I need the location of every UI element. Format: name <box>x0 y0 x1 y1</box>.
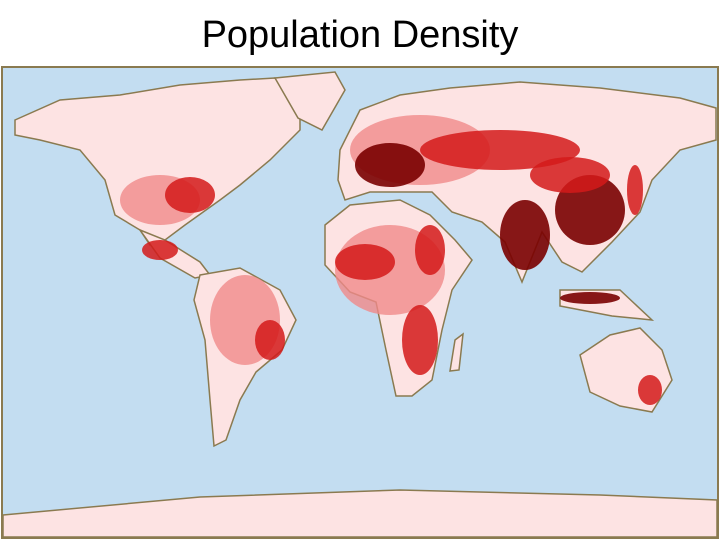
density-area <box>627 165 643 215</box>
antarctica <box>2 489 718 538</box>
density-area <box>415 225 445 275</box>
density-area <box>500 200 550 270</box>
greenland <box>273 71 346 131</box>
density-area <box>530 157 610 193</box>
density-area <box>165 177 215 213</box>
density-area <box>420 130 580 170</box>
madagascar <box>449 332 464 372</box>
north-america <box>14 77 301 246</box>
density-area <box>355 143 425 187</box>
density-area <box>255 320 285 360</box>
density-shading <box>120 115 662 405</box>
density-area <box>402 305 438 375</box>
density-area <box>142 240 178 260</box>
density-area <box>560 292 620 304</box>
density-area <box>638 375 662 405</box>
map-title: Population Density <box>201 14 519 56</box>
density-area <box>335 244 395 280</box>
